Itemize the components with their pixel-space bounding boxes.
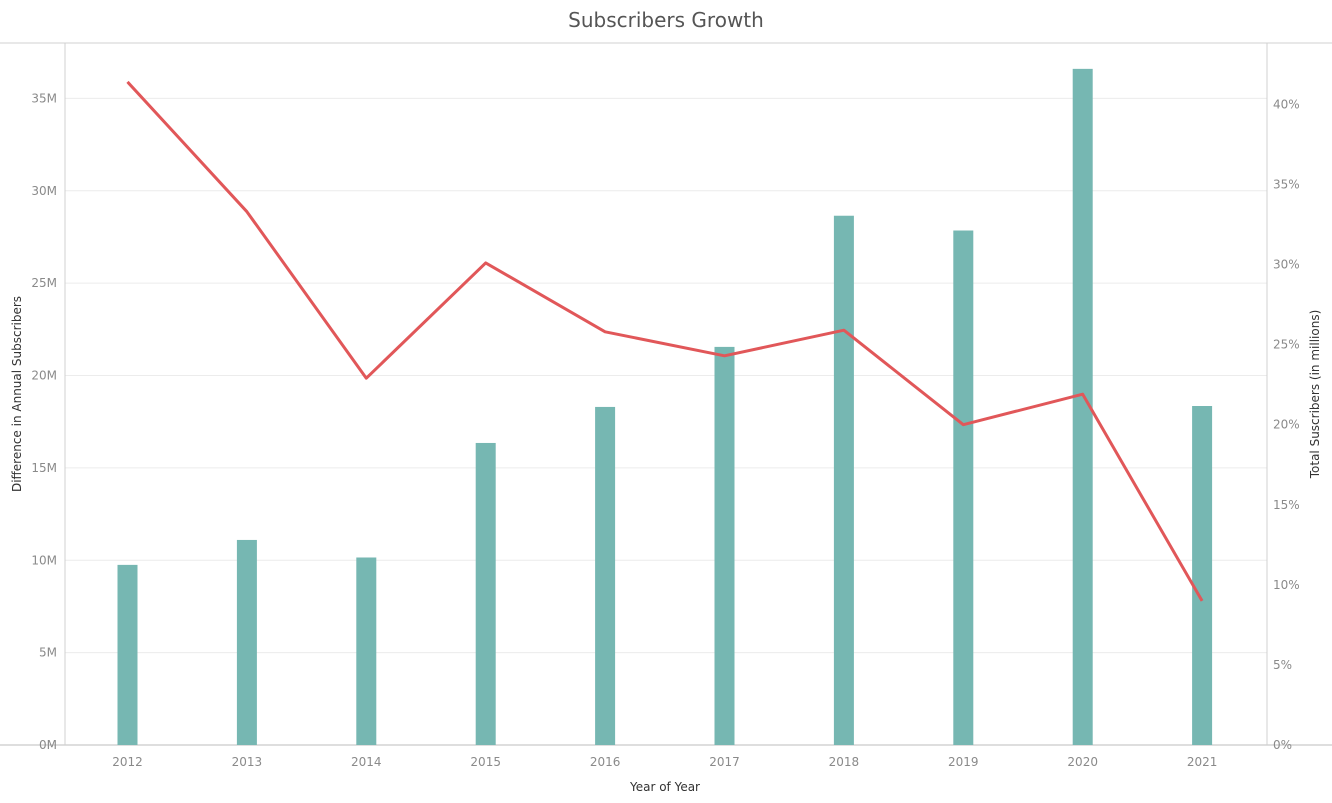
- y2-tick-label: 20%: [1273, 418, 1300, 432]
- y-tick-label: 10M: [31, 553, 57, 567]
- x-tick-label: 2018: [829, 755, 860, 769]
- y-axis-title: Difference in Annual Subscribers: [10, 296, 24, 492]
- bar: [714, 346, 735, 745]
- y-tick-label: 35M: [31, 91, 57, 105]
- x-tick-label: 2012: [112, 755, 143, 769]
- bar: [833, 215, 854, 745]
- bar: [236, 539, 257, 745]
- y-tick-label: 25M: [31, 276, 57, 290]
- y2-tick-label: 0%: [1273, 738, 1292, 752]
- bar: [1192, 406, 1213, 745]
- chart-title: Subscribers Growth: [568, 8, 764, 32]
- y-tick-label: 15M: [31, 461, 57, 475]
- x-tick-label: 2021: [1187, 755, 1218, 769]
- y-tick-label: 20M: [31, 369, 57, 383]
- x-tick-label: 2016: [590, 755, 621, 769]
- bar: [1072, 68, 1093, 745]
- y2-tick-label: 30%: [1273, 258, 1300, 272]
- y2-tick-label: 5%: [1273, 658, 1292, 672]
- bar: [953, 230, 974, 746]
- y2-tick-label: 40%: [1273, 97, 1300, 111]
- x-tick-label: 2020: [1067, 755, 1098, 769]
- y-tick-label: 5M: [39, 646, 57, 660]
- x-tick-label: 2015: [470, 755, 501, 769]
- line-series: [126, 80, 1204, 602]
- y-tick-label: 30M: [31, 184, 57, 198]
- y2-axis-title: Total Suscribers (in millions): [1308, 310, 1322, 480]
- bar: [356, 557, 377, 745]
- y2-tick-label: 25%: [1273, 338, 1300, 352]
- y2-tick-label: 15%: [1273, 498, 1300, 512]
- y-tick-label: 0M: [39, 738, 57, 752]
- bar: [475, 442, 496, 745]
- x-tick-label: 2017: [709, 755, 740, 769]
- x-tick-label: 2019: [948, 755, 979, 769]
- bar: [595, 406, 616, 745]
- x-tick-label: 2014: [351, 755, 382, 769]
- y2-tick-label: 35%: [1273, 177, 1300, 191]
- bar: [117, 564, 138, 745]
- x-tick-label: 2013: [232, 755, 263, 769]
- y2-tick-label: 10%: [1273, 578, 1300, 592]
- x-axis-title: Year of Year: [629, 780, 700, 794]
